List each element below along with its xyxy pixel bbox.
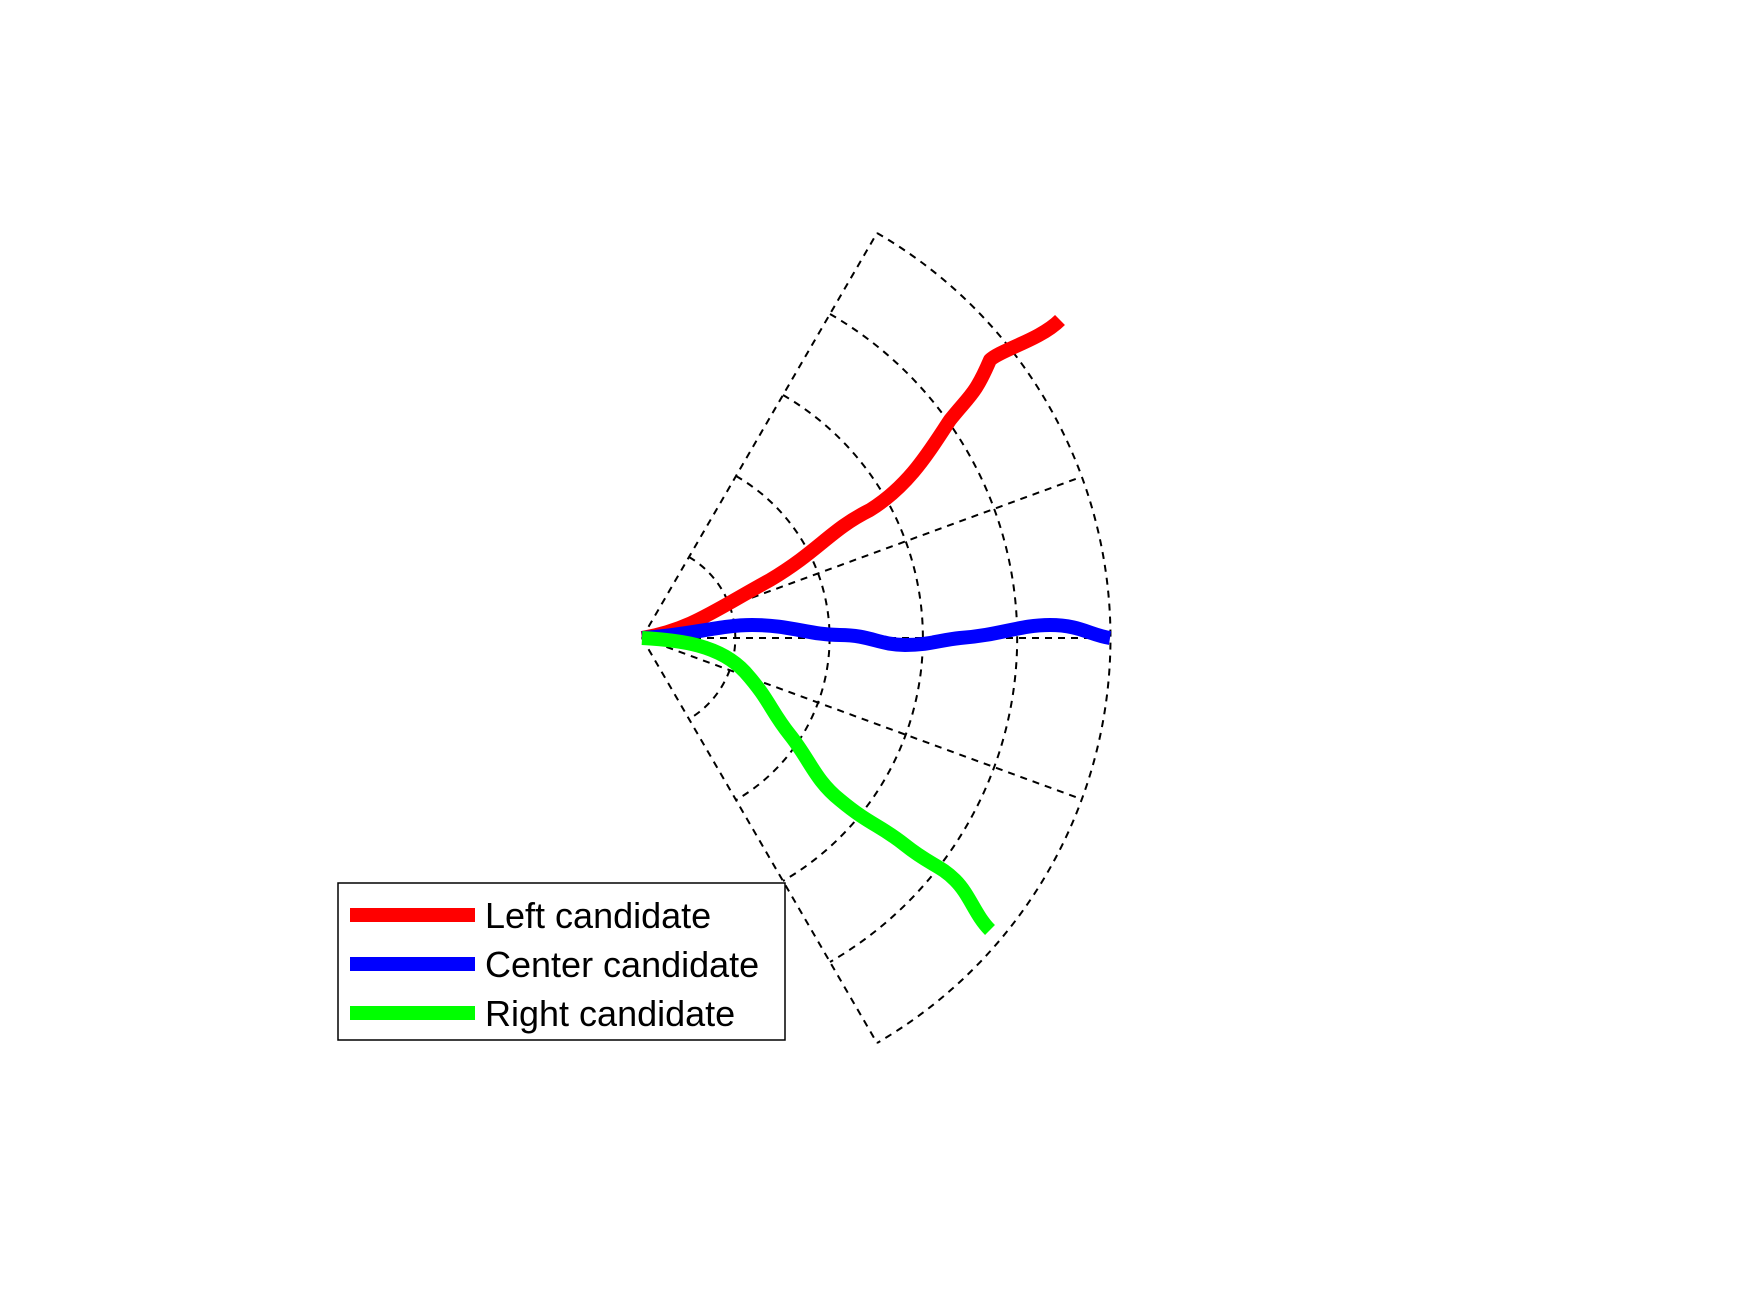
center-candidate-path [641,618,1112,652]
range-arc [688,556,737,720]
legend: Left candidate Center candidate Right ca… [337,882,786,1041]
right-candidate-path [641,631,996,935]
range-arc [829,313,1019,963]
radial-line [641,637,1082,800]
legend-label-right: Right candidate [485,993,735,1034]
legend-item-right: Right candidate [350,993,735,1034]
radial-line [641,637,878,1044]
range-arc [782,394,924,882]
legend-label-center: Center candidate [485,944,759,985]
left-candidate-path [640,314,1065,645]
radial-line [641,232,878,639]
legend-label-left: Left candidate [485,895,711,936]
legend-item-left: Left candidate [350,895,711,936]
legend-item-center: Center candidate [350,944,759,985]
candidate-trajectories [640,314,1112,935]
